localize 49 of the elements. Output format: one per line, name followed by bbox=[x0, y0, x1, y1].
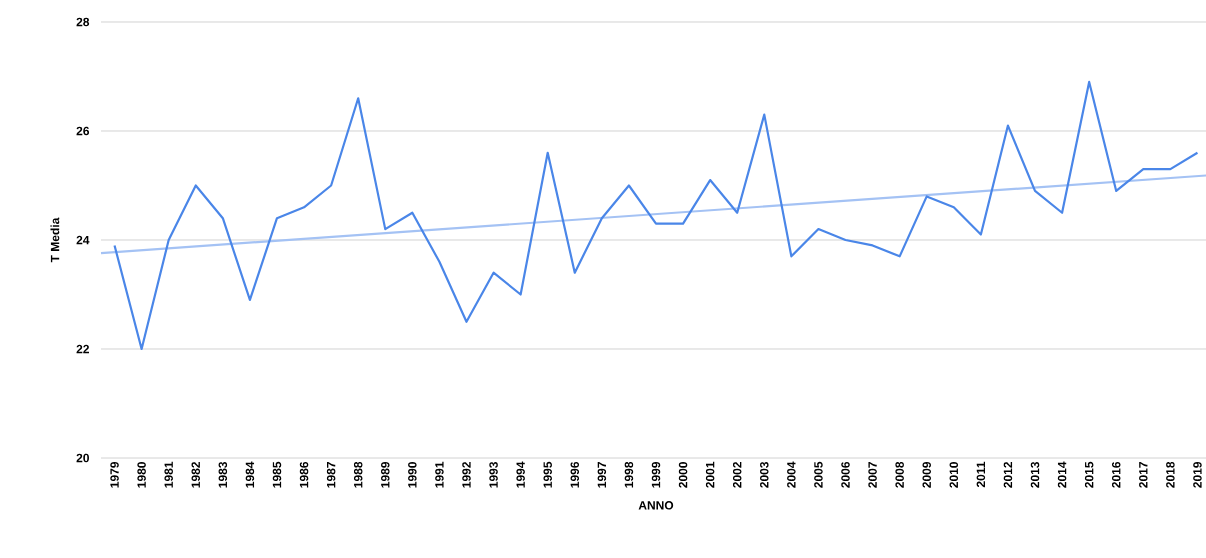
x-tick-label: 2008 bbox=[895, 461, 904, 488]
x-tick-label: 1995 bbox=[543, 461, 552, 488]
x-tick-label: 2017 bbox=[1139, 462, 1148, 488]
x-tick-label: 1991 bbox=[435, 461, 444, 488]
x-tick-label: 1997 bbox=[597, 462, 607, 488]
x-tick-label: 2014 bbox=[1057, 461, 1067, 488]
line-series bbox=[113, 80, 1199, 351]
x-tick-label: 2011 bbox=[976, 461, 986, 488]
x-tick-label: 2000 bbox=[678, 462, 688, 488]
x-tick-label: 2004 bbox=[787, 461, 796, 488]
x-tick-label: 1996 bbox=[570, 461, 580, 488]
x-tick-label: 1984 bbox=[245, 461, 255, 488]
x-tick-label: 1983 bbox=[218, 461, 228, 488]
x-tick-label: 1985 bbox=[272, 461, 282, 488]
x-tick-label: 1987 bbox=[326, 462, 336, 488]
x-tick-label: 2018 bbox=[1166, 461, 1175, 488]
y-tick-label: 22 bbox=[76, 344, 89, 354]
x-tick-label: 1999 bbox=[651, 461, 661, 488]
x-tick-label: 1994 bbox=[516, 461, 525, 488]
x-tick-label: 2010 bbox=[949, 462, 959, 488]
x-tick-label: 1986 bbox=[299, 461, 309, 488]
x-tick-label: 2007 bbox=[868, 462, 877, 488]
x-tick-label: 1992 bbox=[462, 462, 471, 488]
x-tick-label: 1990 bbox=[408, 462, 417, 488]
x-tick-label: 2003 bbox=[760, 461, 769, 488]
x-tick-label: 2012 bbox=[1003, 462, 1013, 488]
x-tick-label: 1981 bbox=[164, 461, 173, 488]
x-tick-label: 2009 bbox=[922, 461, 931, 488]
x-tick-label: 1979 bbox=[110, 461, 119, 488]
x-tick-label: 2006 bbox=[841, 461, 850, 488]
x-tick-label: 2016 bbox=[1111, 461, 1121, 488]
y-axis-title: T Media bbox=[50, 217, 60, 263]
x-tick-label: 1988 bbox=[353, 461, 363, 488]
x-tick-label: 1993 bbox=[489, 461, 498, 488]
x-tick-label: 1989 bbox=[381, 461, 390, 488]
x-tick-label: 2019 bbox=[1193, 461, 1202, 488]
x-tick-label: 1982 bbox=[191, 462, 201, 488]
x-tick-label: 2005 bbox=[814, 461, 823, 488]
x-tick-label: 2015 bbox=[1084, 461, 1094, 488]
y-tick-label: 20 bbox=[76, 453, 89, 463]
x-axis-title: ANNO bbox=[638, 501, 674, 510]
x-tick-label: 2013 bbox=[1030, 461, 1040, 488]
y-tick-label: 28 bbox=[76, 17, 90, 27]
x-tick-label: 2002 bbox=[732, 462, 742, 488]
x-tick-label: 2001 bbox=[705, 461, 715, 488]
x-tick-label: 1980 bbox=[137, 462, 146, 488]
y-tick-label: 24 bbox=[76, 235, 90, 245]
y-tick-label: 26 bbox=[76, 126, 90, 136]
x-tick-label: 1998 bbox=[624, 461, 634, 488]
